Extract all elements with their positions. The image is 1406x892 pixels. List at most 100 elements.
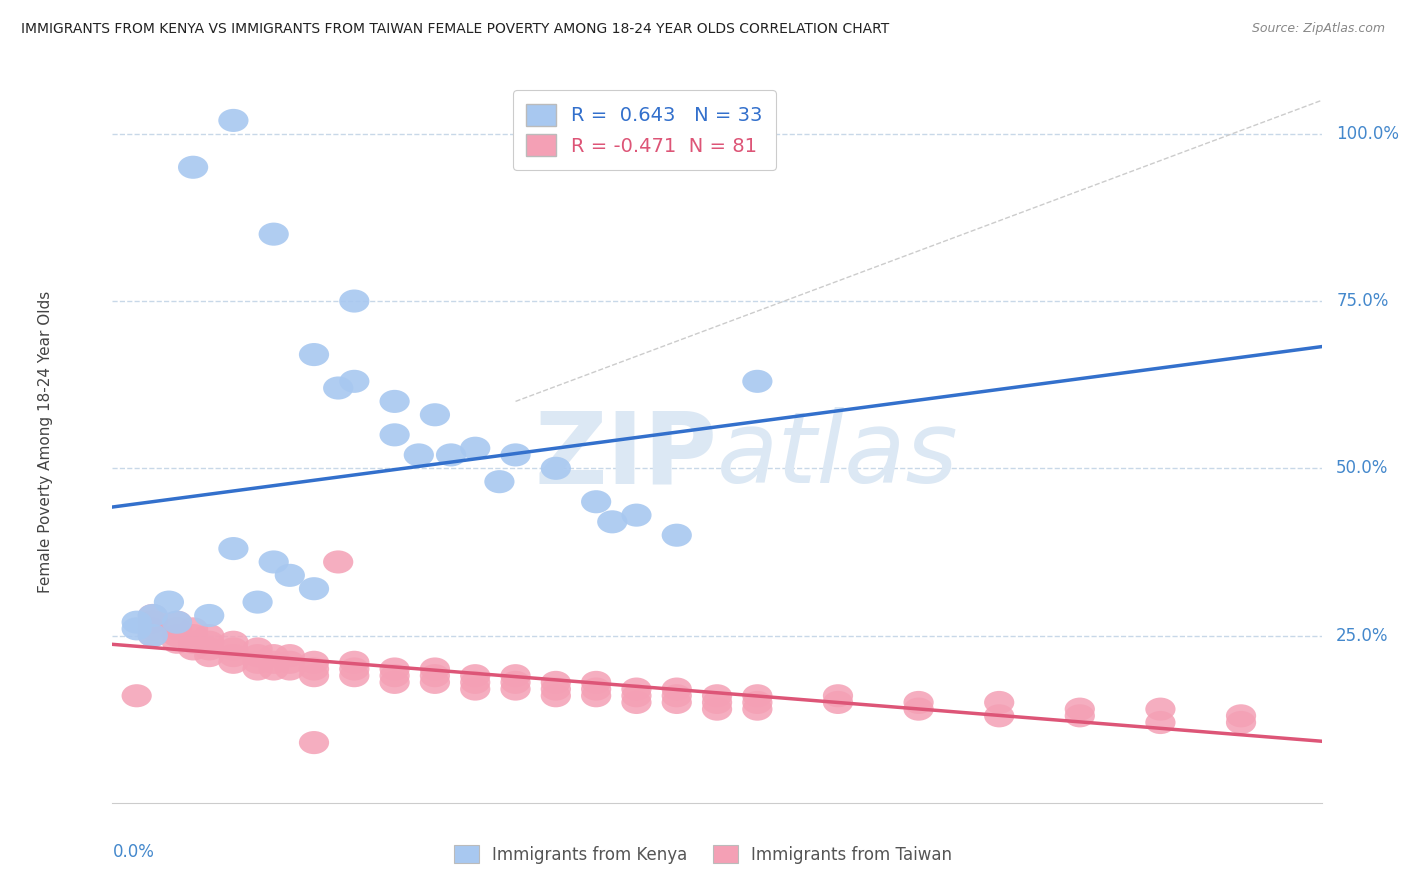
Ellipse shape [1064,705,1095,727]
Ellipse shape [299,731,329,754]
Ellipse shape [259,644,288,667]
Ellipse shape [581,684,612,707]
Ellipse shape [339,665,370,687]
Ellipse shape [138,604,167,627]
Text: 50.0%: 50.0% [1336,459,1389,477]
Ellipse shape [541,671,571,694]
Ellipse shape [420,657,450,681]
Ellipse shape [121,684,152,707]
Ellipse shape [984,705,1014,727]
Ellipse shape [274,644,305,667]
Ellipse shape [823,684,853,707]
Ellipse shape [380,390,409,413]
Ellipse shape [179,631,208,654]
Ellipse shape [121,617,152,640]
Ellipse shape [242,651,273,673]
Ellipse shape [138,624,167,647]
Ellipse shape [153,591,184,614]
Ellipse shape [1146,711,1175,734]
Ellipse shape [179,624,208,647]
Ellipse shape [179,617,208,640]
Ellipse shape [242,638,273,660]
Ellipse shape [138,617,167,640]
Ellipse shape [218,651,249,673]
Ellipse shape [274,651,305,673]
Text: Female Poverty Among 18-24 Year Olds: Female Poverty Among 18-24 Year Olds [38,291,53,592]
Ellipse shape [904,698,934,721]
Ellipse shape [742,684,772,707]
Ellipse shape [218,537,249,560]
Ellipse shape [581,671,612,694]
Legend: R =  0.643   N = 33, R = -0.471  N = 81: R = 0.643 N = 33, R = -0.471 N = 81 [513,90,776,169]
Ellipse shape [1226,711,1256,734]
Ellipse shape [460,437,491,459]
Ellipse shape [460,678,491,700]
Ellipse shape [904,691,934,714]
Ellipse shape [420,671,450,694]
Ellipse shape [299,665,329,687]
Ellipse shape [662,524,692,547]
Ellipse shape [162,631,193,654]
Ellipse shape [242,657,273,681]
Text: 75.0%: 75.0% [1336,292,1389,310]
Ellipse shape [194,638,225,660]
Ellipse shape [541,678,571,700]
Ellipse shape [742,370,772,392]
Ellipse shape [662,684,692,707]
Ellipse shape [662,678,692,700]
Text: ZIP: ZIP [534,408,717,505]
Ellipse shape [194,604,225,627]
Ellipse shape [299,577,329,600]
Ellipse shape [404,443,434,467]
Ellipse shape [460,671,491,694]
Ellipse shape [742,698,772,721]
Ellipse shape [259,223,288,245]
Ellipse shape [598,510,627,533]
Ellipse shape [299,651,329,673]
Ellipse shape [581,491,612,513]
Ellipse shape [1226,705,1256,727]
Ellipse shape [194,631,225,654]
Ellipse shape [179,638,208,660]
Ellipse shape [162,617,193,640]
Ellipse shape [501,678,530,700]
Ellipse shape [581,678,612,700]
Text: 100.0%: 100.0% [1336,125,1399,143]
Ellipse shape [138,624,167,647]
Ellipse shape [339,290,370,312]
Ellipse shape [299,343,329,366]
Ellipse shape [823,691,853,714]
Ellipse shape [484,470,515,493]
Ellipse shape [218,631,249,654]
Ellipse shape [621,678,651,700]
Ellipse shape [984,691,1014,714]
Ellipse shape [339,657,370,681]
Ellipse shape [501,671,530,694]
Ellipse shape [662,691,692,714]
Ellipse shape [218,638,249,660]
Ellipse shape [179,156,208,178]
Ellipse shape [138,611,167,633]
Ellipse shape [194,624,225,647]
Ellipse shape [274,564,305,587]
Ellipse shape [194,644,225,667]
Ellipse shape [621,684,651,707]
Ellipse shape [299,657,329,681]
Ellipse shape [138,604,167,627]
Ellipse shape [702,691,733,714]
Text: IMMIGRANTS FROM KENYA VS IMMIGRANTS FROM TAIWAN FEMALE POVERTY AMONG 18-24 YEAR : IMMIGRANTS FROM KENYA VS IMMIGRANTS FROM… [21,22,890,37]
Legend: Immigrants from Kenya, Immigrants from Taiwan: Immigrants from Kenya, Immigrants from T… [447,838,959,871]
Text: 0.0%: 0.0% [112,843,155,861]
Text: atlas: atlas [717,408,959,505]
Ellipse shape [380,657,409,681]
Ellipse shape [242,644,273,667]
Ellipse shape [162,624,193,647]
Ellipse shape [420,403,450,426]
Ellipse shape [621,504,651,526]
Ellipse shape [621,691,651,714]
Ellipse shape [1064,698,1095,721]
Ellipse shape [501,665,530,687]
Ellipse shape [242,591,273,614]
Ellipse shape [274,657,305,681]
Ellipse shape [380,665,409,687]
